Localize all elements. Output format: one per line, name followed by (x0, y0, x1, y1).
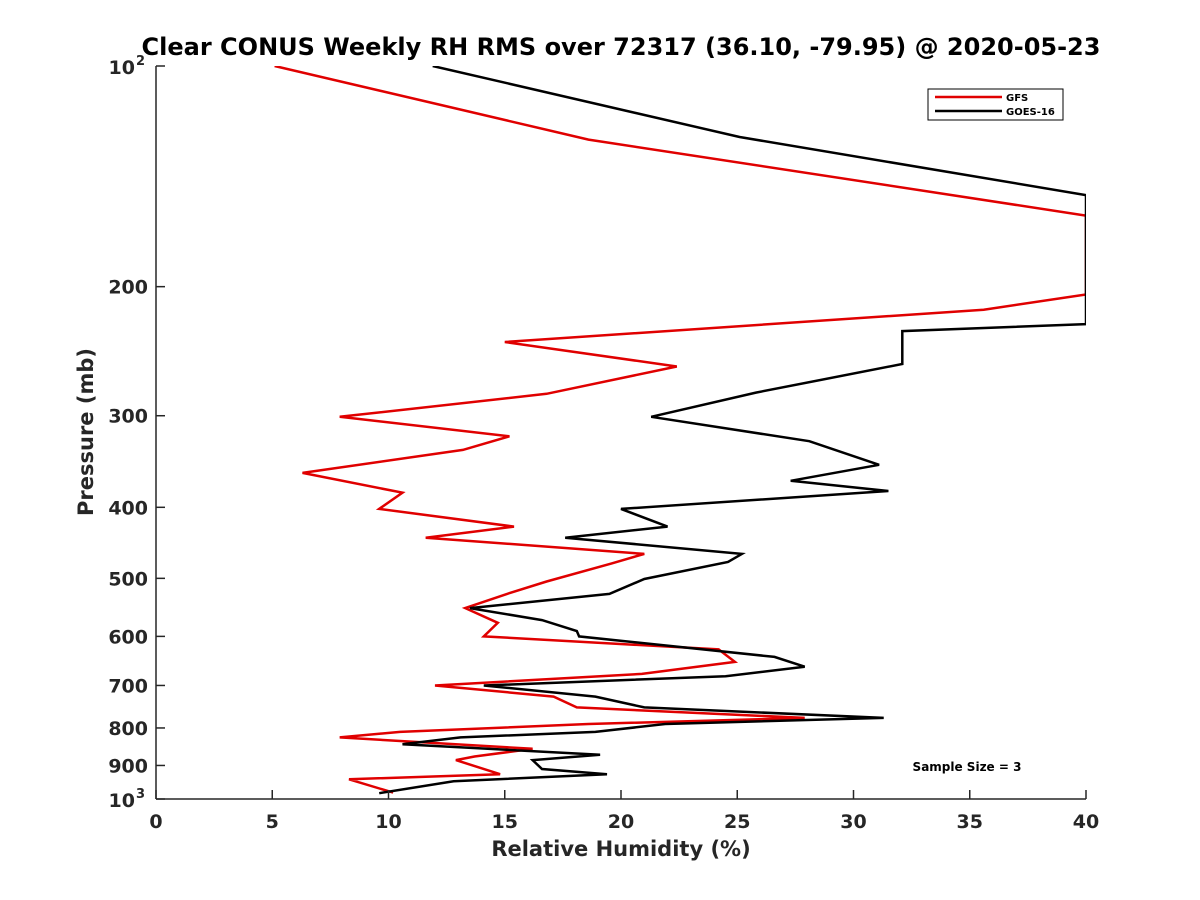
x-tick-label: 40 (1073, 811, 1099, 833)
legend-label-gfs: GFS (1006, 93, 1028, 104)
y-tick-label: 10 (109, 57, 135, 79)
legend-label-goes16: GOES-16 (1006, 107, 1055, 118)
series-line-gfs (274, 66, 1086, 794)
y-tick-label: 10 (109, 790, 135, 812)
x-axis-label: Relative Humidity (%) (491, 837, 750, 861)
y-tick-label: 400 (108, 497, 148, 519)
axes (155, 66, 1086, 800)
x-tick-label: 20 (608, 811, 634, 833)
legend-box (927, 88, 1064, 121)
chart-title: Clear CONUS Weekly RH RMS over 72317 (36… (142, 33, 1101, 61)
x-tick-label: 10 (375, 811, 401, 833)
y-tick-label: 300 (108, 406, 148, 428)
y-tick-label: 900 (108, 755, 148, 777)
legend: GFS GOES-16 (927, 88, 1064, 121)
x-tick-label: 5 (266, 811, 279, 833)
y-tick-exponent: 3 (136, 787, 145, 802)
y-tick-label: 700 (108, 675, 148, 697)
y-tick-label: 200 (108, 277, 148, 299)
x-tick-label: 15 (492, 811, 518, 833)
series-line-goes16 (379, 66, 1086, 795)
y-tick-label: 600 (108, 626, 148, 648)
sample-size-annotation: Sample Size = 3 (913, 760, 1022, 774)
y-tick-label: 800 (108, 718, 148, 740)
x-tick-label: 25 (724, 811, 750, 833)
y-tick-label: 500 (108, 568, 148, 590)
x-tick-label: 0 (149, 811, 162, 833)
y-tick-exponent: 2 (136, 54, 145, 69)
series-layer (274, 66, 1086, 795)
x-tick-label: 30 (840, 811, 866, 833)
x-ticks: 0 5 10 15 20 25 30 35 40 (149, 790, 1099, 833)
x-tick-label: 35 (957, 811, 983, 833)
y-axis-label: Pressure (mb) (74, 348, 98, 516)
